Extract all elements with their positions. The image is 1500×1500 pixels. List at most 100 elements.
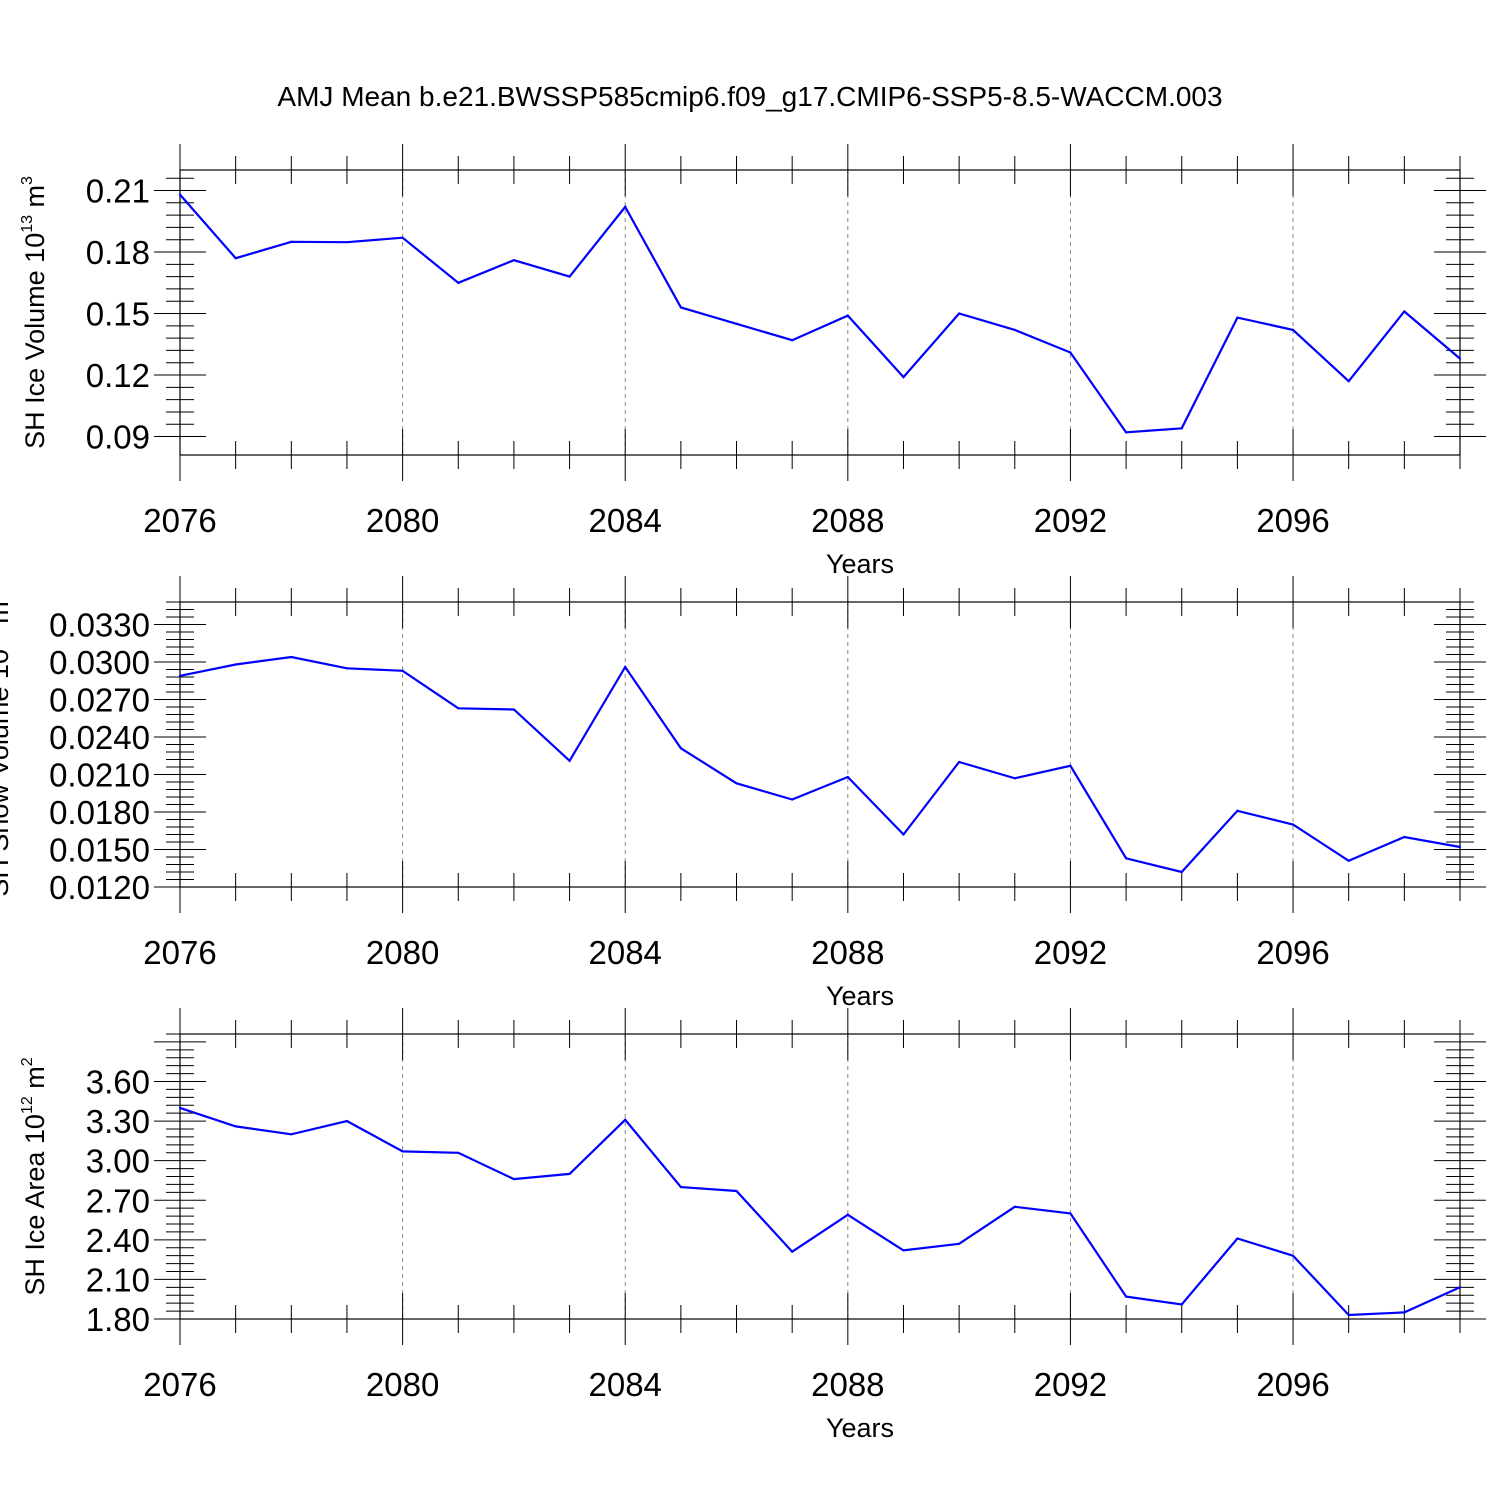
y-tick-label: 0.0270 (49, 682, 150, 719)
y-tick-label: 2.10 (86, 1261, 150, 1298)
series-line (179, 655, 1461, 874)
data-point (735, 1189, 738, 1193)
data-point (735, 322, 738, 325)
data-point (1403, 1311, 1406, 1314)
data-point (1124, 431, 1128, 434)
y-tick-label: 3.30 (86, 1103, 150, 1140)
data-point (1069, 351, 1072, 354)
y-axis-title: SH Ice Volume 1013 m3 (19, 176, 50, 449)
data-point (234, 257, 237, 260)
y-axis-title: SH Snow Volume 1013 m3 (0, 592, 14, 896)
data-point (1347, 859, 1350, 862)
data-point (1013, 1205, 1016, 1208)
panel-3: 2076 2080 2084 2088 2092 2096 Years 1.802.102.4… (19, 1008, 1486, 1443)
x-tick-label: 2092 (1034, 934, 1107, 971)
data-point (958, 760, 961, 764)
y-axis-title-superscript: 2 (19, 1057, 36, 1066)
data-point (457, 1151, 460, 1154)
y-axis-title-part: m (20, 1066, 50, 1096)
data-point (1180, 870, 1183, 874)
data-point (1236, 1237, 1239, 1240)
y-axis-title: SH Ice Area 1012 m2 (19, 1057, 50, 1295)
y-tick-label: 2.40 (86, 1222, 150, 1259)
x-tick-label: 2092 (1034, 1366, 1107, 1403)
x-tick-label: 2084 (589, 934, 662, 971)
data-point (568, 1172, 571, 1175)
plot-frame (179, 169, 1461, 456)
data-point (457, 281, 460, 284)
data-point (958, 1242, 961, 1245)
y-axis-title-superscript: 3 (19, 176, 36, 185)
x-tick-label: 2096 (1256, 502, 1329, 539)
data-point (958, 312, 961, 315)
data-point (1124, 857, 1128, 860)
y-tick-label: 1.80 (86, 1301, 150, 1338)
x-tick-label: 2096 (1256, 1366, 1329, 1403)
data-point (902, 833, 905, 836)
data-point (1291, 328, 1295, 332)
data-point (791, 339, 794, 342)
data-point (345, 667, 349, 670)
y-axis-title-part: m (20, 185, 50, 215)
data-point (679, 747, 682, 750)
y-axis-title-superscript: 12 (19, 1096, 36, 1114)
y-tick-label: 3.00 (86, 1143, 150, 1180)
data-point (568, 275, 571, 278)
data-point (1236, 809, 1239, 812)
y-axis-title-part: m (0, 601, 14, 631)
plot-frame (179, 601, 1461, 888)
y-tick-label: 3.60 (86, 1064, 150, 1101)
data-point (290, 240, 293, 243)
data-point (1347, 380, 1350, 383)
data-point (1069, 764, 1072, 767)
x-tick-label: 2076 (143, 1366, 216, 1403)
data-point (1291, 823, 1295, 826)
x-tick-label: 2084 (589, 1366, 662, 1403)
y-axis-title-part: SH Ice Area 10 (20, 1114, 50, 1296)
series-line (179, 193, 1461, 434)
data-point (1180, 427, 1183, 430)
data-point (624, 665, 627, 669)
data-point (345, 1119, 349, 1123)
x-tick-label: 2092 (1034, 502, 1107, 539)
data-point (345, 241, 349, 244)
data-point (234, 1125, 237, 1128)
data-point (512, 1178, 516, 1181)
x-axis-title: Years (826, 1413, 894, 1443)
data-point (624, 1118, 627, 1121)
y-tick-label: 0.0300 (49, 644, 150, 681)
data-point (624, 205, 627, 209)
panel-2: 2076 2080 2084 2088 2092 2096 Years 0.01200.015… (0, 576, 1486, 1011)
data-point (401, 1150, 404, 1153)
y-axis-title-part: SH Snow Volume 10 (0, 649, 14, 897)
data-point (178, 193, 182, 196)
x-tick-label: 2088 (811, 934, 884, 971)
data-point (679, 1185, 682, 1189)
data-point (846, 1213, 849, 1216)
x-tick-label: 2088 (811, 502, 884, 539)
x-tick-label: 2096 (1256, 934, 1329, 971)
y-tick-label: 0.0210 (49, 757, 150, 794)
y-tick-label: 0.0120 (49, 869, 150, 906)
data-point (401, 669, 404, 672)
data-point (846, 775, 849, 779)
data-point (1291, 1254, 1295, 1257)
x-axis-title: Years (826, 981, 894, 1011)
figure-title: AMJ Mean b.e21.BWSSP585cmip6.f09_g17.CMI… (277, 81, 1222, 112)
y-tick-label: 0.0150 (49, 832, 150, 869)
data-point (846, 314, 849, 317)
x-axis-title: Years (826, 549, 894, 579)
data-point (1236, 316, 1239, 319)
x-tick-label: 2084 (589, 502, 662, 539)
data-point (178, 1106, 182, 1109)
series-line (179, 1106, 1461, 1317)
data-point (791, 798, 794, 801)
data-point (1403, 835, 1406, 839)
data-point (1403, 310, 1406, 313)
data-point (290, 1133, 293, 1136)
data-point (401, 236, 404, 239)
x-tick-label: 2080 (366, 1366, 439, 1403)
y-tick-label: 2.70 (86, 1182, 150, 1219)
y-axis-title-superscript: 13 (19, 215, 36, 233)
